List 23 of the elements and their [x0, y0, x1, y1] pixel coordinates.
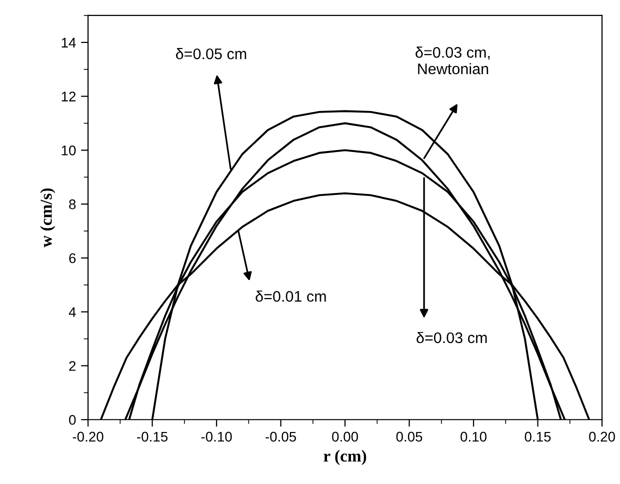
x-tick-label: -0.15	[137, 432, 168, 442]
annotation: δ=0.03 cm, Newtonian	[416, 46, 490, 74]
x-tick-label: -0.10	[201, 432, 232, 442]
x-tick-label: -0.20	[72, 432, 104, 442]
y-tick-label: 4	[68, 307, 76, 317]
annotation: δ=0.05 cm	[176, 48, 246, 60]
y-tick-label: 8	[69, 199, 76, 210]
y-tick-label: 10	[62, 146, 76, 156]
x-tick-label: -0.05	[266, 432, 296, 442]
annotation: δ=0.03 cm	[416, 332, 487, 344]
x-tick-label: 0.15	[524, 432, 551, 442]
y-tick-label: 12	[62, 92, 76, 102]
x-tick-label: 0.05	[396, 432, 422, 442]
y-tick-label: 14	[62, 38, 76, 48]
x-tick-label: 0.20	[589, 432, 615, 442]
y-tick-label: 6	[69, 253, 76, 264]
y-axis-title: w (cm/s)	[40, 188, 56, 248]
y-tick-label: 2	[69, 361, 76, 371]
y-tick-label: 0	[69, 414, 76, 425]
x-tick-label: 0.10	[460, 432, 486, 442]
annotation: δ=0.01 cm	[256, 290, 326, 302]
x-axis-title: r (cm)	[324, 450, 366, 466]
x-tick-label: 0.00	[332, 432, 358, 442]
